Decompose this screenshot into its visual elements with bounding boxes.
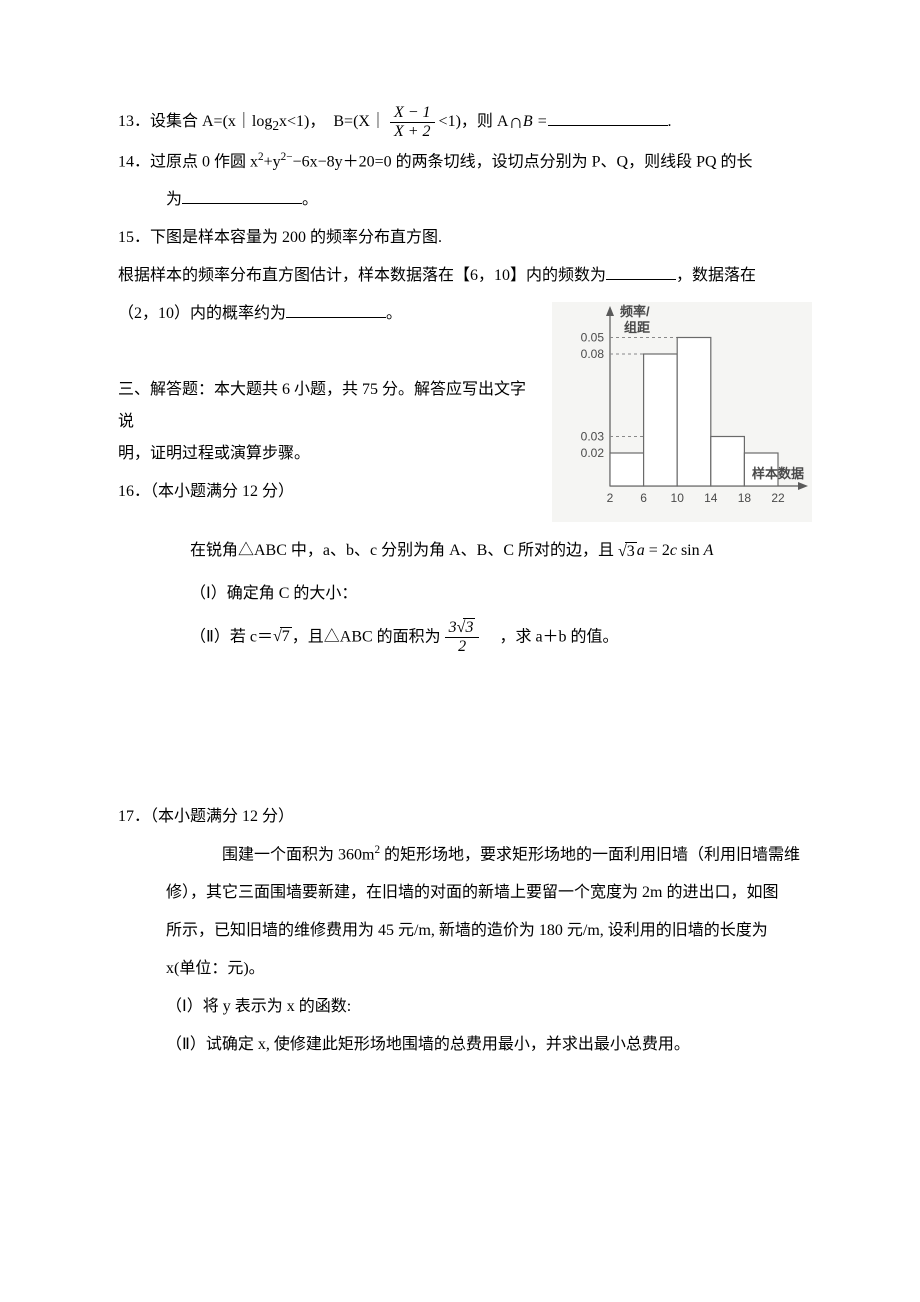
q14-text-a: 14．过原点 0 作圆 x (118, 153, 258, 170)
q16-frac-coef: 3 (449, 619, 457, 636)
question-16-part2: （Ⅱ）若 c＝7，且△ABC 的面积为332 ，求 a＋b 的值。 (118, 620, 812, 655)
q13-frac-num: X − 1 (390, 105, 435, 122)
q14-sup2: 2− (281, 151, 293, 163)
q16-frac-sqrt: 3 (457, 620, 476, 636)
q14-blank (182, 186, 302, 205)
question-17-p2: 修），其它三面围墙要新建，在旧墙的对面的新墙上要留一个宽度为 2m 的进出口，如… (118, 877, 812, 909)
svg-text:10: 10 (671, 491, 685, 505)
question-17-p1: 围建一个面积为 360m2 的矩形场地，要求矩形场地的一面利用旧墙（利用旧墙需维 (118, 839, 812, 871)
q16-sqrt7: 7 (273, 621, 292, 653)
q17-p3: 所示，已知旧墙的维修费用为 45 元/m, 新墙的造价为 180 元/m, 设利… (166, 922, 768, 939)
q15-blank1 (606, 262, 676, 281)
question-16-line1: 在锐角△ABC 中，a、b、c 分别为角 A、B、C 所对的边，且 3a = 2… (118, 535, 812, 567)
q15-l2a: 根据样本的频率分布直方图估计，样本数据落在【6，10】内的频数为 (118, 267, 606, 284)
q16-p2a: （Ⅱ）若 c＝ (190, 628, 273, 645)
svg-text:0.02: 0.02 (581, 446, 605, 460)
q17-p1b: 的矩形场地，要求矩形场地的一面利用旧墙（利用旧墙需维 (380, 846, 800, 863)
q15-l3a: （2，10）内的概率约为 (118, 305, 286, 322)
q16-l1a: 在锐角△ABC 中，a、b、c 分别为角 A、B、C 所对的边，且 (190, 542, 614, 559)
q16-head: 16．（本小题满分 12 分） (118, 483, 294, 500)
q16-A: A (704, 542, 714, 559)
q16-frac-den: 2 (445, 637, 480, 655)
q16-sqrt3a: 3 (618, 536, 637, 568)
q13-text-b: x<1)， B=(X｜ (279, 113, 386, 130)
q17-p4: x(单位：元)。 (166, 960, 265, 977)
q17-head: 17．（本小题满分 12 分） (118, 808, 294, 825)
question-17-p4: x(单位：元)。 (118, 953, 812, 985)
question-17-part2: （Ⅱ）试确定 x, 使修建此矩形场地围墙的总费用最小，并求出最小总费用。 (118, 1029, 812, 1061)
q14-l2a: 为 (166, 191, 182, 208)
q13-text-a: 13．设集合 A=(x｜log (118, 113, 272, 130)
q16-rad7: 7 (282, 628, 290, 645)
question-14: 14．过原点 0 作圆 x2+y2−−6x−8y＋20=0 的两条切线，设切点分… (118, 146, 812, 178)
svg-text:6: 6 (640, 491, 647, 505)
q16-frac: 332 (445, 620, 480, 655)
q14-l2b: 。 (302, 191, 318, 208)
histogram-svg: 0.05 0.08 0.03 0.02 2 6 10 14 18 22 频率/组距样本数据 (552, 302, 812, 522)
q16-p2b: ，且△ABC 的面积为 (292, 628, 441, 645)
q13-fraction: X − 1X + 2 (390, 105, 435, 140)
q16-p1: （Ⅰ）确定角 C 的大小： (190, 585, 357, 602)
svg-text:22: 22 (771, 491, 785, 505)
question-13: 13．设集合 A=(x｜log2x<1)， B=(X｜X − 1X + 2<1)… (118, 100, 812, 140)
q17-part2: （Ⅱ）试确定 x, 使修建此矩形场地围墙的总费用最小，并求出最小总费用。 (166, 1036, 690, 1053)
svg-text:18: 18 (738, 491, 752, 505)
q13-suffix: . (668, 113, 672, 130)
intersection-icon: ∩ (508, 111, 522, 133)
q16-frac-rad: 3 (465, 619, 473, 636)
q13-blank (548, 107, 668, 126)
q16-p2c: ，求 a＋b 的值。 (483, 628, 618, 645)
svg-text:0.03: 0.03 (581, 430, 605, 444)
q13-text-d: B = (523, 113, 548, 130)
q15-blank2 (286, 300, 386, 319)
spacer (118, 661, 812, 801)
q17-p1: 围建一个面积为 360m (222, 846, 374, 863)
q16-c: c (670, 542, 677, 559)
q16-a: a (637, 542, 645, 559)
q13-frac-den: X + 2 (390, 122, 435, 140)
svg-text:组距: 组距 (624, 320, 650, 335)
svg-text:0.08: 0.08 (581, 347, 605, 361)
question-14-line2: 为。 (118, 184, 812, 216)
q17-p2: 修），其它三面围墙要新建，在旧墙的对面的新墙上要留一个宽度为 2m 的进出口，如… (166, 884, 778, 901)
q16-sin: sin (677, 542, 704, 559)
svg-text:0.05: 0.05 (581, 331, 605, 345)
svg-text:样本数据: 样本数据 (752, 466, 804, 481)
q16-eq: = 2 (645, 542, 670, 559)
page: 13．设集合 A=(x｜log 2 x<1)， B=(X｜X − 1X + 2<1)… (0, 0, 920, 1147)
q13-text-c: <1)，则 A (439, 113, 509, 130)
svg-text:14: 14 (704, 491, 718, 505)
q15-l3b: 。 (386, 305, 402, 322)
svg-text:2: 2 (607, 491, 614, 505)
q16-rad3: 3 (627, 543, 635, 560)
q14-text-b: −6x−8y＋20=0 的两条切线，设切点分别为 P、Q，则线段 PQ 的长 (293, 153, 753, 170)
question-15-line1: 15．下图是样本容量为 200 的频率分布直方图. (118, 222, 812, 254)
q14-plus: +y (264, 153, 281, 170)
q16-frac-num: 33 (445, 620, 480, 637)
svg-text:频率/: 频率/ (620, 304, 650, 319)
question-17-part1: （Ⅰ）将 y 表示为 x 的函数: (118, 991, 812, 1023)
question-17-p3: 所示，已知旧墙的维修费用为 45 元/m, 新墙的造价为 180 元/m, 设利… (118, 915, 812, 947)
question-16-part1: （Ⅰ）确定角 C 的大小： (118, 578, 812, 610)
histogram-figure: 0.05 0.08 0.03 0.02 2 6 10 14 18 22 频率/组距样本数据 (552, 302, 812, 527)
question-15-line2: 根据样本的频率分布直方图估计，样本数据落在【6，10】内的频数为 ，数据落在 (118, 260, 812, 292)
q15-l2b: ，数据落在 (676, 267, 756, 284)
question-17-head: 17．（本小题满分 12 分） (118, 801, 812, 833)
q15-l1: 15．下图是样本容量为 200 的频率分布直方图. (118, 229, 442, 246)
q17-part1: （Ⅰ）将 y 表示为 x 的函数: (166, 998, 351, 1015)
